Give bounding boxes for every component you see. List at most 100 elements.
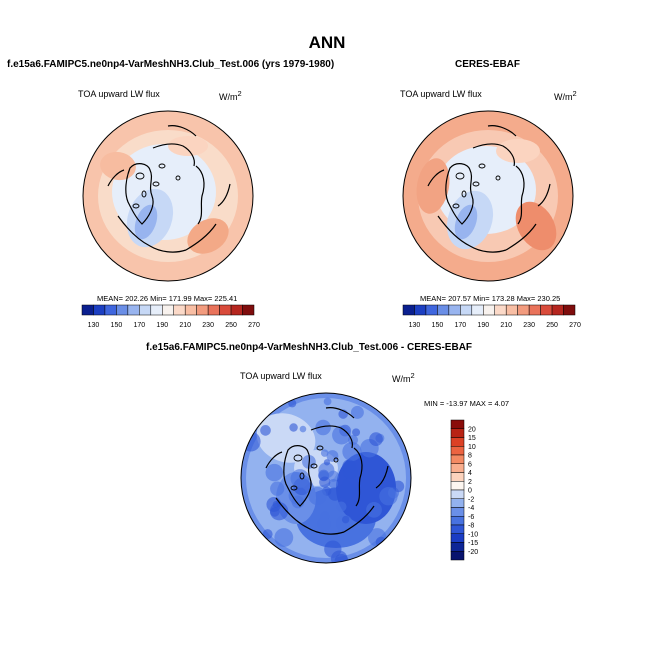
test-coastline (185, 223, 217, 251)
test-colorbar-swatch (219, 304, 232, 316)
test-colorbar-swatch (173, 304, 186, 316)
ref-colorbar-swatch (551, 304, 564, 316)
ref-units-exp: 2 (572, 89, 577, 98)
ref-colorbar-swatch (437, 304, 450, 316)
test-colorbar-swatch (184, 304, 197, 316)
test-colorbar-tick-label: 190 (156, 322, 168, 329)
diff-field-speckle (342, 441, 362, 462)
test-colorbar-swatch (104, 304, 117, 316)
diff-colorbar-swatch (450, 489, 465, 499)
test-colorbar-tick-label: 130 (88, 322, 100, 329)
ref-colorbar-tick-label: 190 (477, 322, 489, 329)
diff-island (293, 454, 303, 462)
test-coastline (217, 183, 231, 207)
ref-coastline (505, 223, 537, 251)
ref-colorbar-swatch (494, 304, 507, 316)
diff-colorbar-swatch (450, 463, 465, 473)
test-field-patch (134, 204, 158, 240)
ref-field-patch (515, 201, 557, 251)
test-coastline (167, 125, 197, 137)
diff-field-speckle (326, 450, 339, 462)
test-colorbar-tick-label: 250 (225, 322, 237, 329)
diff-field-speckle (324, 540, 342, 558)
diff-coastline (265, 451, 283, 469)
diff-colorbar-swatch (450, 542, 465, 552)
ref-colorbar-tick-label: 270 (569, 322, 581, 329)
diff-colorbar-tick-label: 10 (468, 444, 476, 451)
diff-field-speckle (342, 459, 356, 474)
ref-map-border (402, 110, 574, 282)
diff-colorbar-swatch (450, 524, 465, 534)
diff-field-speckle (274, 528, 294, 547)
diff-colorbar-tick-label: -2 (468, 496, 474, 503)
diff-field-speckle (323, 397, 332, 406)
ref-variable-label: TOA upward LW flux (400, 89, 482, 99)
ref-colorbar-tick-label: 170 (454, 322, 466, 329)
ref-colorbar-swatch (460, 304, 473, 316)
ref-colorbar-swatch (517, 304, 530, 316)
diff-field-speckle (338, 482, 356, 500)
diff-coastline (310, 425, 353, 449)
diff-field-speckle (290, 469, 310, 489)
diff-colorbar-swatch (450, 507, 465, 517)
diff-colorbar-swatch (450, 533, 465, 543)
ref-field-patch (416, 158, 450, 214)
diff-field-speckle (260, 425, 271, 436)
ref-colorbar-swatch (425, 304, 438, 316)
test-units-exp: 2 (237, 89, 242, 98)
diff-field-speckle (352, 428, 361, 437)
test-field-patch (187, 218, 229, 254)
diff-colorbar-tick-label: 6 (468, 461, 472, 468)
diff-field-speckle (336, 501, 347, 512)
test-coastline (107, 169, 125, 187)
test-colorbar-tick-label: 230 (202, 322, 214, 329)
ref-units-text: W/m (554, 92, 573, 102)
diff-field-speckle (379, 487, 398, 506)
ref-island (472, 181, 480, 187)
ref-colorbar-tick-label: 210 (500, 322, 512, 329)
test-island (135, 172, 145, 180)
ref-coastline (427, 169, 445, 187)
test-colorbar-swatch (116, 304, 129, 316)
ref-panel-title: CERES-EBAF (455, 59, 521, 70)
test-colorbar: 130 150 170 190 210 230 250 270 (81, 304, 260, 329)
ref-island (452, 203, 460, 209)
ref-field-patch (496, 139, 540, 163)
ref-stats: MEAN= 207.57 Min= 173.28 Max= 230.25 (420, 294, 561, 303)
diff-colorbar-swatch (450, 437, 465, 447)
diff-colorbar-swatch (450, 446, 465, 456)
diff-map-border (240, 392, 412, 564)
diff-panel-title: f.e15a6.FAMIPC5.ne0np4-VarMeshNH3.Club_T… (146, 342, 473, 353)
test-coastline (152, 143, 195, 167)
diff-field-speckle (288, 399, 297, 408)
ref-colorbar-swatch (563, 304, 576, 316)
test-coastline (117, 215, 187, 253)
diff-units-label: W/m2 (392, 371, 415, 384)
ref-coastline (445, 163, 474, 225)
ref-colorbar-tick-label: 130 (409, 322, 421, 329)
test-field-patch (168, 136, 208, 156)
diff-island (333, 457, 339, 463)
ref-colorbar-swatch (505, 304, 518, 316)
diff-field-speckle (289, 423, 298, 432)
diff-coastline (275, 497, 345, 535)
diff-field-speckle (341, 515, 350, 524)
diff-colorbar-tick-label: -6 (468, 514, 474, 521)
diff-field-speckle (315, 419, 331, 436)
test-units-label: W/m2 (219, 89, 242, 102)
diff-colorbar-tick-label: 0 (468, 488, 472, 495)
diff-field-speckle (369, 432, 383, 446)
diff-field-speckle (328, 487, 342, 501)
diff-coastline (353, 447, 363, 507)
diff-coastline (343, 505, 375, 533)
diff-colorbar-tick-label: 15 (468, 435, 476, 442)
ref-colorbar-swatch (402, 304, 415, 316)
diff-coastline (375, 465, 389, 489)
diff-colorbar-tick-label: -20 (468, 549, 478, 556)
diff-colorbar-swatch (450, 454, 465, 464)
ref-colorbar-swatch (483, 304, 495, 316)
ref-coastline (515, 165, 525, 225)
diff-field-patch (256, 413, 316, 463)
test-variable-label: TOA upward LW flux (78, 89, 160, 99)
diff-island (316, 445, 324, 451)
